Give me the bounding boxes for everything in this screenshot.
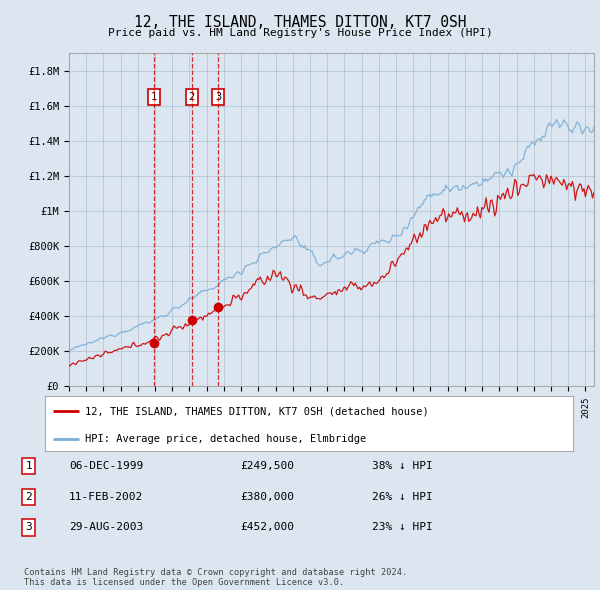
Text: 12, THE ISLAND, THAMES DITTON, KT7 0SH (detached house): 12, THE ISLAND, THAMES DITTON, KT7 0SH (… bbox=[85, 407, 428, 417]
Text: Contains HM Land Registry data © Crown copyright and database right 2024.
This d: Contains HM Land Registry data © Crown c… bbox=[24, 568, 407, 587]
Text: £249,500: £249,500 bbox=[240, 461, 294, 471]
Text: 1: 1 bbox=[151, 92, 157, 102]
Text: 12, THE ISLAND, THAMES DITTON, KT7 0SH: 12, THE ISLAND, THAMES DITTON, KT7 0SH bbox=[134, 15, 466, 30]
Text: 23% ↓ HPI: 23% ↓ HPI bbox=[372, 523, 433, 532]
Text: 3: 3 bbox=[25, 523, 32, 532]
Text: £452,000: £452,000 bbox=[240, 523, 294, 532]
Text: £380,000: £380,000 bbox=[240, 492, 294, 502]
Text: 2: 2 bbox=[25, 492, 32, 502]
Text: 06-DEC-1999: 06-DEC-1999 bbox=[69, 461, 143, 471]
Text: 26% ↓ HPI: 26% ↓ HPI bbox=[372, 492, 433, 502]
Text: 1: 1 bbox=[25, 461, 32, 471]
Text: 38% ↓ HPI: 38% ↓ HPI bbox=[372, 461, 433, 471]
Text: 11-FEB-2002: 11-FEB-2002 bbox=[69, 492, 143, 502]
Text: 2: 2 bbox=[188, 92, 194, 102]
Text: HPI: Average price, detached house, Elmbridge: HPI: Average price, detached house, Elmb… bbox=[85, 434, 366, 444]
Text: 3: 3 bbox=[215, 92, 221, 102]
Text: 29-AUG-2003: 29-AUG-2003 bbox=[69, 523, 143, 532]
Text: Price paid vs. HM Land Registry's House Price Index (HPI): Price paid vs. HM Land Registry's House … bbox=[107, 28, 493, 38]
